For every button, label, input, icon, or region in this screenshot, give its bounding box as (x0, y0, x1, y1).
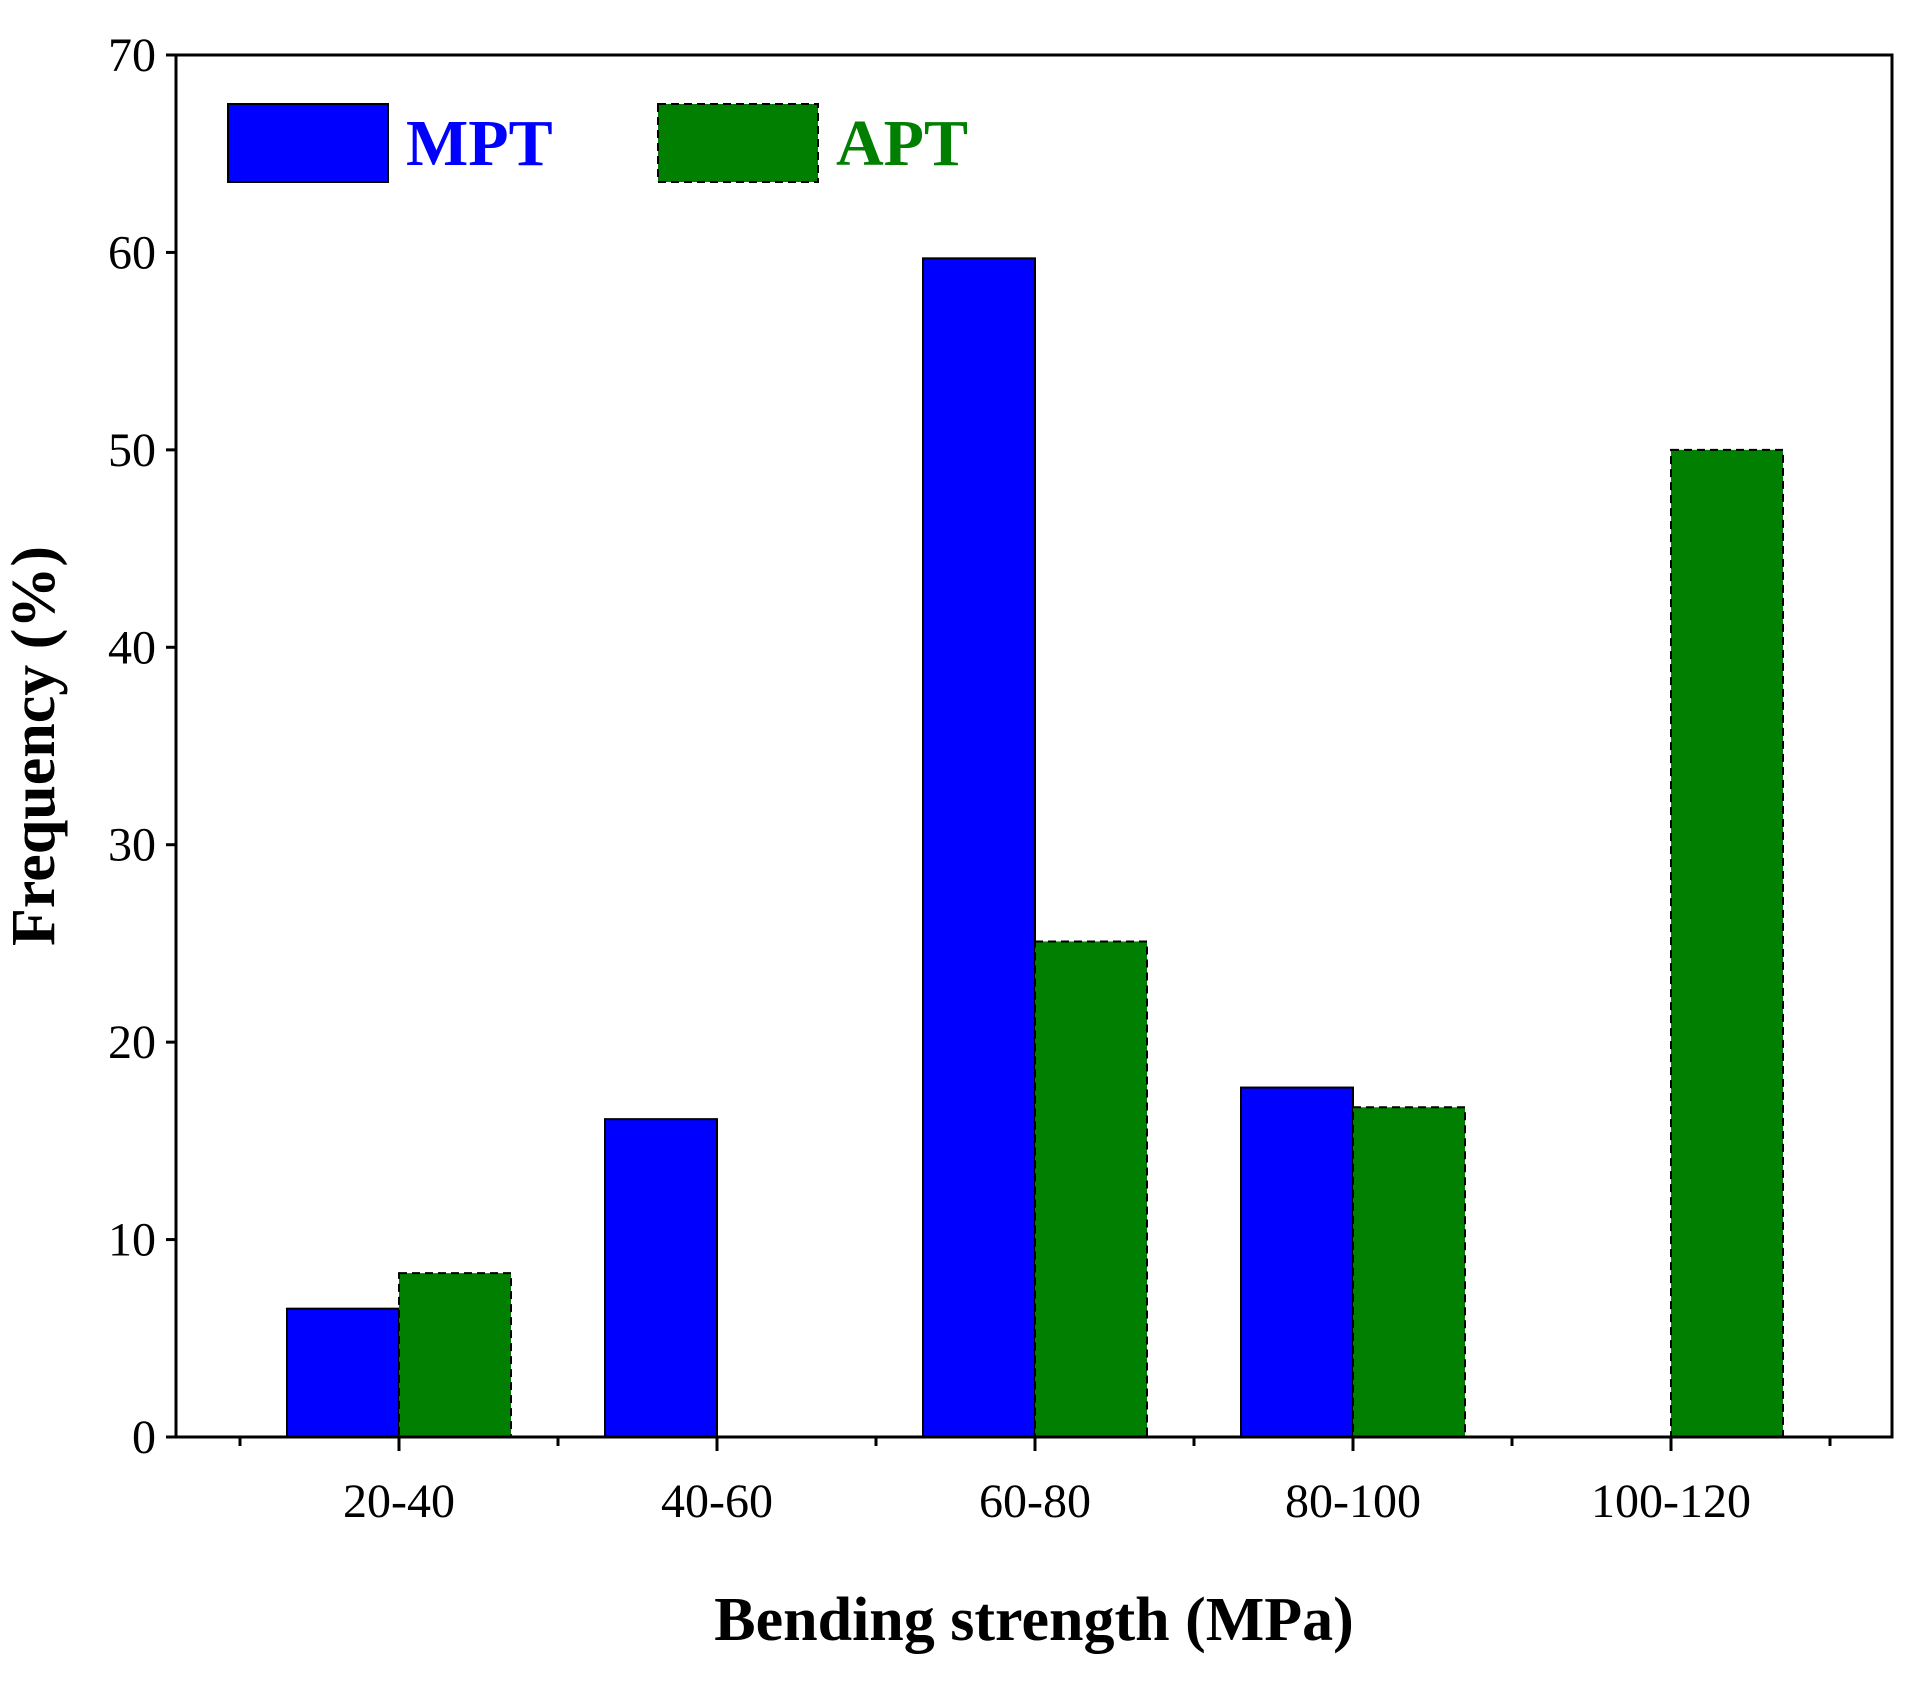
x-tick-label-40-60: 40-60 (661, 1475, 773, 1528)
legend-label-mpt: MPT (406, 107, 553, 180)
bar-apt-100-120 (1670, 448, 1784, 1439)
x-tick-label-100-120: 100-120 (1591, 1475, 1751, 1528)
bar-apt-60-80 (1034, 940, 1148, 1438)
y-tick-label-20: 20 (108, 1016, 156, 1069)
bar-apt-20-40 (398, 1272, 512, 1438)
bar-mpt-60-80 (922, 257, 1036, 1438)
bar-mpt-20-40 (286, 1307, 400, 1438)
y-tick-label-30: 30 (108, 819, 156, 872)
y-tick-label-0: 0 (132, 1411, 156, 1464)
y-axis-title: Frequency (%) (0, 546, 68, 946)
bar-mpt-40-60 (604, 1118, 718, 1438)
y-tick-label-10: 10 (108, 1214, 156, 1267)
legend: MPT APT (227, 103, 968, 183)
y-tick-label-40: 40 (108, 621, 156, 674)
bar-apt-80-100 (1352, 1106, 1466, 1439)
bar-layer (286, 257, 1784, 1439)
x-axis-title: Bending strength (MPa) (714, 1586, 1354, 1654)
y-tick-label-50: 50 (108, 424, 156, 477)
legend-label-apt: APT (836, 107, 968, 180)
y-tick-label-60: 60 (108, 226, 156, 279)
x-tick-label-60-80: 60-80 (979, 1475, 1091, 1528)
x-tick-label-80-100: 80-100 (1285, 1475, 1421, 1528)
x-tick-label-20-40: 20-40 (343, 1475, 455, 1528)
legend-swatch-mpt (227, 103, 389, 183)
bar-mpt-80-100 (1240, 1086, 1354, 1438)
tick-label-layer: 0 10 20 30 40 50 60 70 20-40 40-60 60-80 80-100 100-… (108, 29, 1751, 1528)
y-tick-label-70: 70 (108, 29, 156, 82)
tick-layer (166, 53, 1832, 1451)
legend-swatch-apt (657, 103, 819, 183)
